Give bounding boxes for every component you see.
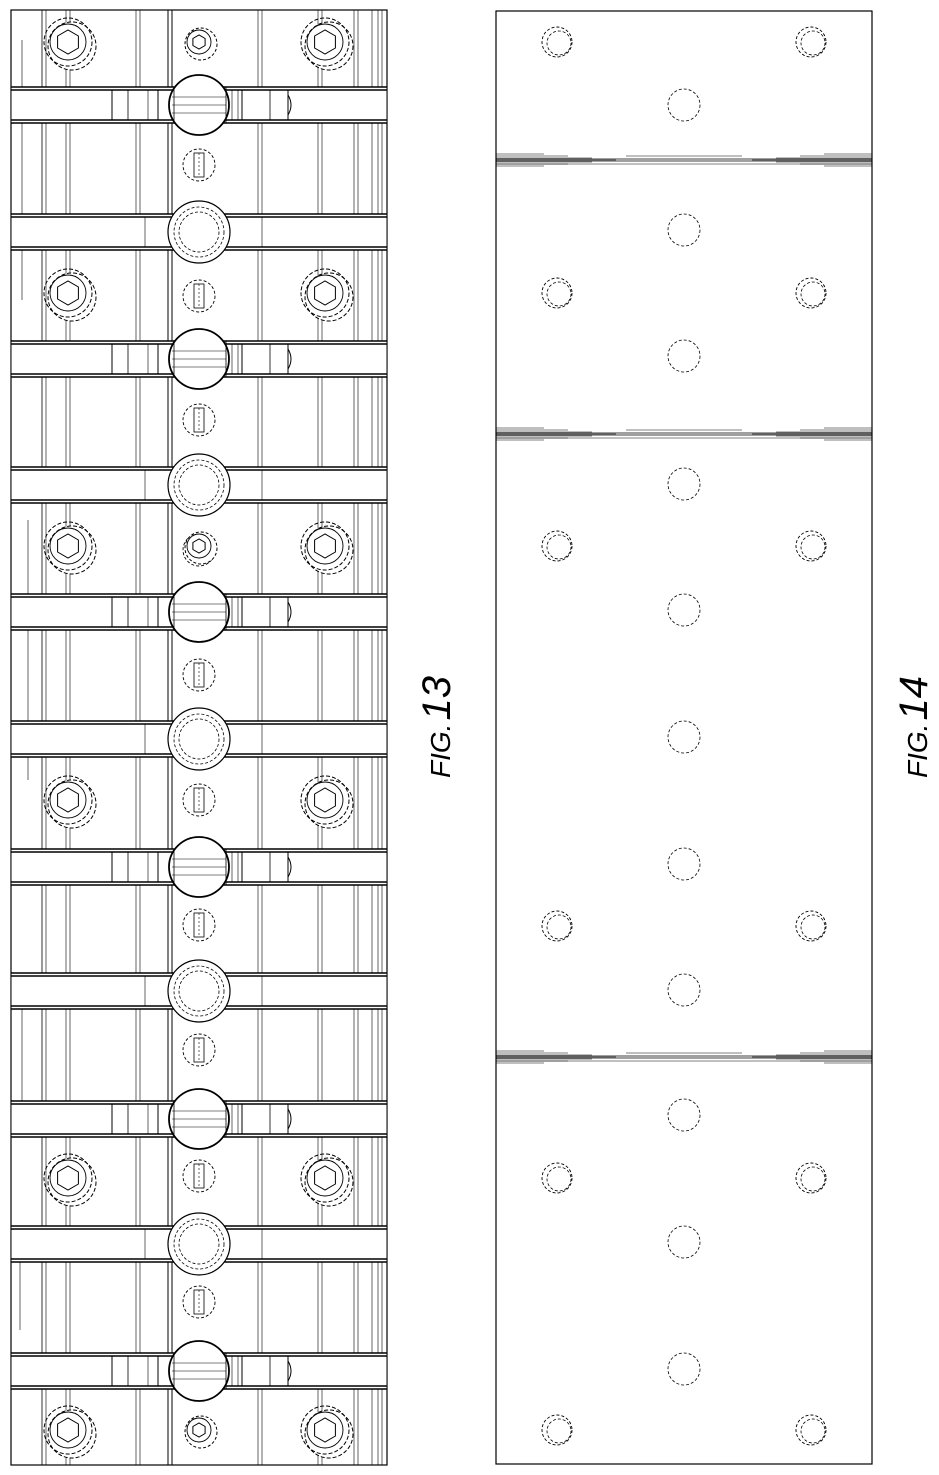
center-pin [183, 659, 215, 691]
center-pin [183, 1034, 215, 1066]
fig-14-label: FIG.14 [894, 657, 934, 797]
hinge-knuckle [168, 454, 230, 516]
center-bolt-ring [185, 532, 217, 564]
hinge-knuckle [168, 960, 230, 1022]
center-bolt-ring [185, 1416, 217, 1448]
center-pin [183, 404, 215, 436]
fig-14-outline [496, 11, 872, 1464]
hinge-knuckle [168, 708, 230, 770]
center-pin [183, 784, 215, 816]
hinge-knuckle [168, 201, 230, 263]
center-bolt-ring [185, 28, 217, 60]
fig-13-number: 13 [415, 676, 459, 721]
hinge-knuckle [168, 1213, 230, 1275]
fig-13-drawing [11, 10, 387, 1465]
fig-14-prefix: FIG. [902, 724, 933, 778]
fig-13-label: FIG.13 [417, 657, 457, 797]
center-pin [183, 909, 215, 941]
center-pin [183, 1286, 215, 1318]
center-bolt [185, 532, 217, 564]
center-pin [183, 149, 215, 181]
center-bolt [185, 28, 217, 60]
fig-14-number: 14 [892, 676, 936, 721]
fig-14-drawing [496, 11, 872, 1464]
center-bolt [185, 1416, 217, 1448]
center-pin [183, 280, 215, 312]
fig-13-prefix: FIG. [425, 724, 456, 778]
center-pin [183, 1160, 215, 1192]
